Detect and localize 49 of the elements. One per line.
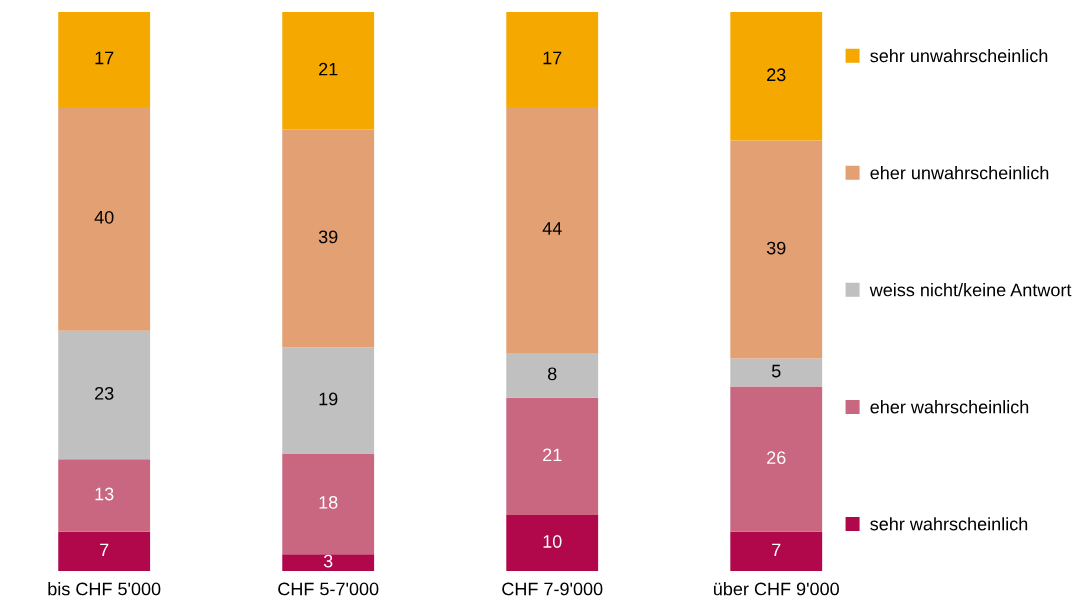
data-label: 39 [318,230,338,244]
x-tick-label: CHF 5-7'000 [278,582,379,596]
data-label: 7 [100,543,109,557]
bar [506,352,599,398]
x-tick-label: bis CHF 5'000 [48,582,161,596]
x-tick-label: über CHF 9'000 [714,582,839,596]
legend-label: sehr unwahrscheinlich [870,49,1048,63]
bar [506,397,599,516]
bar [506,107,599,353]
bar [58,107,151,331]
data-label: 10 [543,535,562,548]
legend-label: eher unwahrscheinlich [870,166,1049,180]
bar [730,386,823,532]
data-label: 17 [95,51,114,65]
data-label: 26 [767,451,786,465]
legend-label: weiss nicht/keine Antwort [869,283,1072,297]
data-label: 44 [542,222,562,235]
x-tick-label: CHF 7-9'000 [502,582,603,596]
bar [58,12,151,108]
bar [282,347,375,454]
bar [58,531,151,571]
bar [730,12,823,141]
bar [282,129,375,348]
data-label: 18 [319,495,338,509]
data-label: 39 [766,241,786,255]
bar [58,459,151,532]
data-label: 23 [95,386,114,400]
data-label: 13 [95,487,114,501]
bar [282,453,375,555]
data-label: 40 [94,210,114,224]
data-label: 7 [772,543,781,557]
bar [506,12,599,108]
bar [730,358,823,387]
data-label: 21 [543,448,562,462]
bar [58,330,151,460]
data-label: 3 [323,554,333,568]
data-label: 17 [543,51,562,65]
bar [730,531,823,571]
data-label: 23 [767,68,786,82]
legend-label: sehr wahrscheinlich [870,517,1028,531]
bar [282,12,375,130]
bar [282,554,375,571]
bar [730,140,823,359]
legend-label: eher wahrscheinlich [870,400,1029,414]
bar [506,515,599,571]
data-label: 21 [319,62,338,76]
data-label: 5 [771,364,781,378]
data-label: 8 [547,367,557,381]
data-label: 19 [319,392,338,406]
